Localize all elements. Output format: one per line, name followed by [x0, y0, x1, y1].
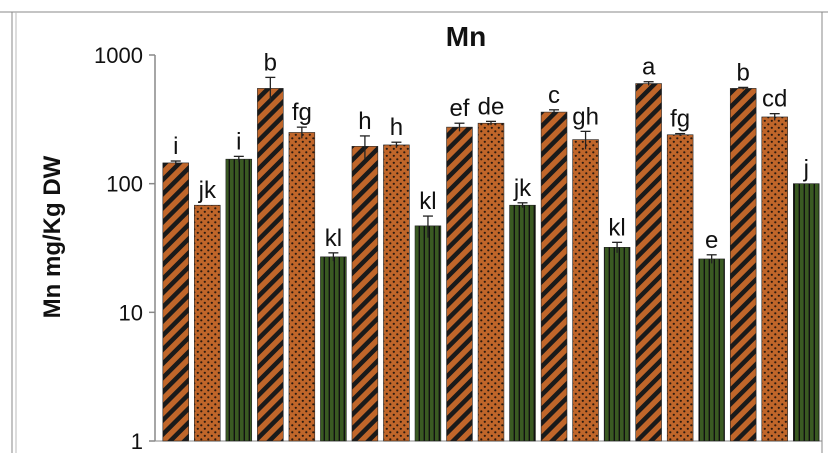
- y-tick-label: 1000: [94, 43, 143, 68]
- bar-17: [666, 134, 694, 442]
- chart-title: Mn: [446, 21, 486, 52]
- significance-letter-7: h: [358, 108, 371, 135]
- bar-2: [194, 204, 221, 442]
- significance-letter-18: e: [705, 227, 718, 254]
- bar-6: [320, 256, 347, 442]
- significance-letter-13: c: [548, 82, 560, 109]
- bar-18: [698, 258, 725, 442]
- bars-group: [162, 83, 820, 442]
- significance-letter-4: b: [264, 49, 277, 76]
- significance-letter-17: fg: [670, 106, 690, 133]
- bar-12: [509, 204, 536, 442]
- significance-letter-11: de: [478, 93, 505, 120]
- bar-14: [572, 139, 599, 442]
- bar-10: [446, 126, 473, 442]
- y-tick-label: 100: [106, 172, 143, 197]
- significance-letter-2: jk: [198, 177, 217, 204]
- bar-16: [635, 83, 662, 442]
- bar-9: [414, 225, 442, 442]
- bar-15: [603, 247, 631, 442]
- bar-11: [477, 122, 505, 442]
- significance-letter-14: gh: [572, 103, 599, 130]
- significance-letter-8: h: [390, 114, 403, 141]
- significance-letter-19: b: [737, 59, 750, 86]
- significance-letter-15: kl: [608, 214, 625, 241]
- bar-3: [225, 158, 253, 442]
- bar-7: [351, 146, 379, 442]
- significance-letter-20: cd: [762, 86, 787, 113]
- significance-letter-10: ef: [449, 95, 469, 122]
- bar-4: [257, 88, 284, 442]
- significance-letter-3: i: [236, 128, 241, 155]
- bar-21: [793, 183, 820, 442]
- y-tick-label: 1: [131, 429, 143, 453]
- significance-letter-16: a: [642, 54, 656, 81]
- significance-letter-12: jk: [513, 175, 532, 202]
- significance-letter-6: kl: [325, 225, 342, 252]
- y-tick-label: 10: [119, 300, 143, 325]
- significance-letter-1: i: [173, 133, 178, 160]
- bar-1: [162, 162, 189, 442]
- error-bars-group: [170, 76, 780, 264]
- significance-letter-9: kl: [419, 188, 436, 215]
- bar-13: [540, 111, 568, 442]
- significance-letter-5: fg: [292, 99, 312, 126]
- significance-letter-21: j: [803, 156, 809, 183]
- y-axis-label: Mn mg/Kg DW: [39, 155, 66, 318]
- bar-19: [729, 88, 757, 442]
- bar-8: [383, 144, 410, 442]
- bar-20: [761, 116, 788, 442]
- bar-5: [288, 132, 316, 442]
